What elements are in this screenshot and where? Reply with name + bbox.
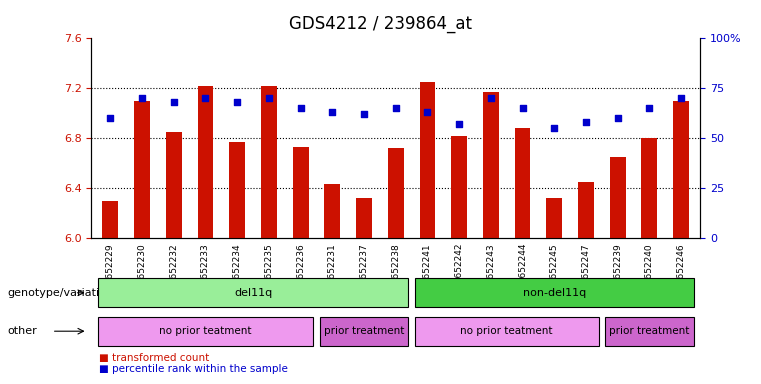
Bar bbox=[483, 92, 498, 238]
Text: no prior teatment: no prior teatment bbox=[159, 326, 252, 336]
Text: GDS4212 / 239864_at: GDS4212 / 239864_at bbox=[289, 15, 472, 33]
Point bbox=[643, 105, 655, 111]
Point bbox=[358, 111, 370, 118]
Point bbox=[422, 109, 434, 115]
Point bbox=[231, 99, 244, 105]
Bar bbox=[419, 82, 435, 238]
Bar bbox=[229, 142, 245, 238]
Text: other: other bbox=[8, 326, 37, 336]
Text: ■ percentile rank within the sample: ■ percentile rank within the sample bbox=[99, 364, 288, 374]
Point bbox=[104, 115, 116, 121]
Point bbox=[548, 125, 560, 131]
Bar bbox=[578, 182, 594, 238]
Bar bbox=[134, 101, 150, 238]
Point bbox=[326, 109, 339, 115]
Point bbox=[295, 105, 307, 111]
Bar bbox=[103, 200, 118, 238]
Text: genotype/variation: genotype/variation bbox=[8, 288, 113, 298]
Point bbox=[167, 99, 180, 105]
Point bbox=[263, 95, 275, 101]
Bar bbox=[610, 157, 626, 238]
Point bbox=[612, 115, 624, 121]
Text: ■ transformed count: ■ transformed count bbox=[99, 353, 209, 363]
Text: prior treatment: prior treatment bbox=[324, 326, 404, 336]
Bar bbox=[293, 147, 308, 238]
Bar bbox=[388, 148, 403, 238]
Point bbox=[485, 95, 497, 101]
Text: no prior teatment: no prior teatment bbox=[460, 326, 553, 336]
Bar bbox=[673, 101, 689, 238]
Bar bbox=[261, 86, 277, 238]
Point bbox=[517, 105, 529, 111]
Bar bbox=[356, 198, 372, 238]
Point bbox=[199, 95, 212, 101]
Bar bbox=[166, 132, 182, 238]
Text: del11q: del11q bbox=[234, 288, 272, 298]
Point bbox=[390, 105, 402, 111]
Point bbox=[453, 121, 465, 127]
Bar bbox=[198, 86, 213, 238]
Text: non-del11q: non-del11q bbox=[523, 288, 586, 298]
Point bbox=[675, 95, 687, 101]
Bar bbox=[642, 138, 658, 238]
Point bbox=[580, 119, 592, 125]
Bar bbox=[546, 198, 562, 238]
Bar bbox=[324, 184, 340, 238]
Point bbox=[136, 95, 148, 101]
Text: prior treatment: prior treatment bbox=[610, 326, 689, 336]
Bar bbox=[514, 128, 530, 238]
Bar bbox=[451, 136, 467, 238]
